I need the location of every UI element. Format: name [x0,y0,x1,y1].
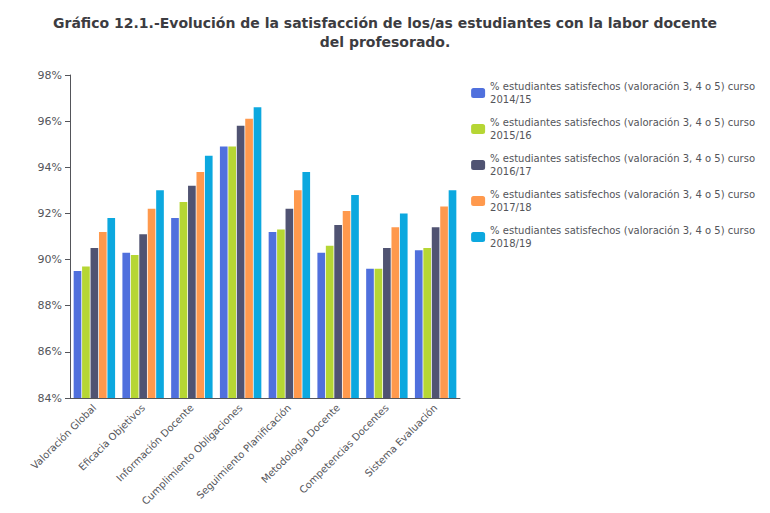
svg-text:% estudiantes satisfechos (val: % estudiantes satisfechos (valoración 3,… [490,81,755,92]
svg-text:del profesorado.: del profesorado. [320,34,451,50]
svg-text:Gráfico 12.1.-Evolución de la: Gráfico 12.1.-Evolución de la satisfacci… [53,15,717,31]
svg-text:Metodología Docente: Metodología Docente [259,402,342,485]
svg-text:% estudiantes satisfechos (val: % estudiantes satisfechos (valoración 3,… [490,117,755,128]
svg-text:Competencias Docentes: Competencias Docentes [297,402,391,496]
svg-text:84%: 84% [38,392,62,405]
svg-text:% estudiantes satisfechos (val: % estudiantes satisfechos (valoración 3,… [490,225,755,236]
svg-text:2016/17: 2016/17 [490,166,532,177]
svg-text:% estudiantes satisfechos (val: % estudiantes satisfechos (valoración 3,… [490,189,755,200]
svg-text:Seguimiento Planificación: Seguimiento Planificación [194,402,293,501]
svg-text:2017/18: 2017/18 [490,202,532,213]
svg-text:Valoración Global: Valoración Global [29,402,99,472]
svg-text:Eficacia Objetivos: Eficacia Objetivos [76,402,147,473]
svg-text:2015/16: 2015/16 [490,130,532,141]
svg-text:90%: 90% [38,253,62,266]
svg-text:94%: 94% [38,161,62,174]
svg-text:2014/15: 2014/15 [490,94,532,105]
svg-text:86%: 86% [38,345,62,358]
svg-text:98%: 98% [38,69,62,82]
svg-text:Sistema Evaluación: Sistema Evaluación [363,402,440,479]
svg-text:2018/19: 2018/19 [490,238,532,249]
svg-text:Información Docente: Información Docente [114,402,196,484]
svg-text:88%: 88% [38,299,62,312]
svg-text:% estudiantes satisfechos (val: % estudiantes satisfechos (valoración 3,… [490,153,755,164]
svg-text:96%: 96% [38,115,62,128]
svg-text:Cumplimiento Obligaciones: Cumplimiento Obligaciones [140,402,245,507]
svg-text:92%: 92% [38,207,62,220]
